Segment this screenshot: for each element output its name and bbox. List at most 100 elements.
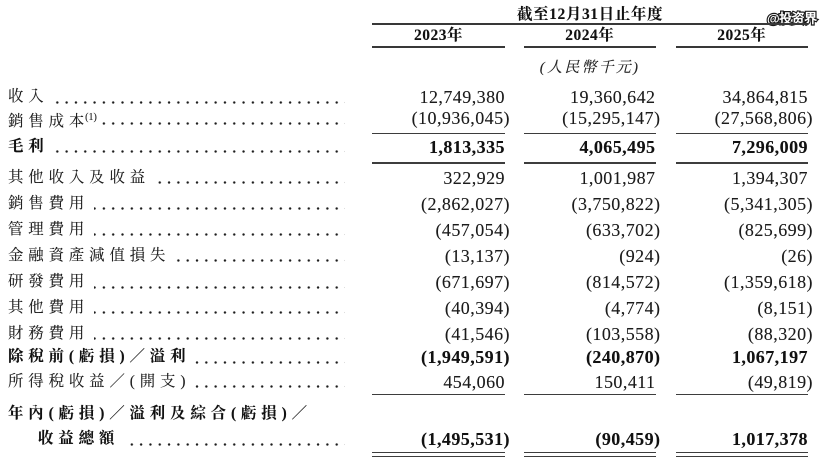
row-label: 所得稅收益／(開支) bbox=[8, 370, 196, 393]
cell-2024: (3,750,822) bbox=[571, 193, 661, 214]
column-header-2025: 2025年 bbox=[717, 27, 767, 44]
cell-2025: (49,819) bbox=[747, 371, 813, 392]
table-row: 銷售費用 (2,862,027) (3,750,822) (5,341,305) bbox=[0, 192, 831, 215]
table-row: 收入 12,749,380 19,360,642 34,864,815 bbox=[0, 86, 831, 108]
cell-2025: 1,394,307 bbox=[731, 167, 808, 188]
cell-2024: (633,702) bbox=[585, 219, 661, 240]
cell-2025: 34,864,815 bbox=[722, 87, 808, 107]
total-double-rule bbox=[523, 455, 656, 458]
cell-2024: (15,295,147) bbox=[562, 108, 661, 128]
cell-2023: (41,546) bbox=[444, 323, 510, 344]
dot-leader bbox=[8, 121, 345, 125]
table-row: 所得稅收益／(開支) 454,060 150,411 (49,819) bbox=[0, 370, 831, 393]
cell-2024: (240,870) bbox=[585, 347, 661, 367]
row-label: 財務費用 bbox=[8, 322, 95, 345]
cell-2023: (1,949,591) bbox=[421, 347, 510, 367]
footnote-marker: (1) bbox=[85, 112, 97, 123]
cell-2024: (814,572) bbox=[585, 272, 661, 292]
subtotal-rule bbox=[676, 132, 808, 135]
total-double-rule bbox=[372, 451, 505, 454]
dot-leader bbox=[8, 207, 345, 210]
cell-2025: 7,296,009 bbox=[731, 136, 808, 157]
column-header-2024: 2024年 bbox=[565, 27, 615, 44]
column-rule-2025 bbox=[676, 45, 808, 48]
cell-2025: (5,341,305) bbox=[724, 193, 813, 214]
row-label: 其他收入及收益 bbox=[8, 166, 156, 189]
cell-2024: (90,459) bbox=[595, 429, 661, 449]
cell-2023: (1,495,531) bbox=[421, 429, 510, 449]
row-label: 研發費用 bbox=[8, 271, 95, 293]
cell-2025: (26) bbox=[781, 245, 813, 266]
cell-2025: (88,320) bbox=[747, 323, 813, 344]
column-rule-2023 bbox=[372, 45, 505, 48]
dot-leader bbox=[8, 100, 345, 104]
currency-unit-note: (人民幣千元) bbox=[539, 60, 641, 76]
total-double-rule bbox=[676, 451, 808, 454]
cell-2025: (825,699) bbox=[738, 219, 813, 240]
cell-2023: 322,929 bbox=[443, 167, 505, 188]
table-row: 金融資產減值損失 (13,137) (924) (26) bbox=[0, 244, 831, 267]
row-label: 管理費用 bbox=[8, 218, 95, 241]
column-rule-2024 bbox=[523, 45, 656, 48]
row-label: 銷售成本(1) bbox=[8, 107, 102, 133]
total-double-rule bbox=[523, 451, 656, 454]
cell-2025: 1,017,378 bbox=[731, 429, 808, 449]
row-label: 收入 bbox=[8, 86, 54, 108]
dot-leader bbox=[8, 233, 345, 236]
table-row: 財務費用 (41,546) (103,558) (88,320) bbox=[0, 322, 831, 345]
watermark: @投资界 @投资界 bbox=[766, 10, 819, 26]
table-row: 其他費用 (40,394) (4,774) (8,151) bbox=[0, 296, 831, 319]
dot-leader bbox=[38, 442, 345, 446]
row-label: 其他費用 bbox=[8, 296, 95, 319]
total-double-rule bbox=[372, 455, 505, 458]
cell-2023: (457,054) bbox=[435, 219, 510, 240]
subtotal-rule bbox=[523, 132, 656, 135]
subtotal-rule bbox=[676, 393, 808, 396]
row-label: 除稅前(虧損)／溢利 bbox=[8, 346, 196, 368]
table-row-label-line1: 年內(虧損)／溢利及綜合(虧損)／ bbox=[0, 403, 831, 425]
subtotal-rule bbox=[676, 162, 808, 164]
cell-2023: (10,936,045) bbox=[411, 108, 510, 128]
row-label: 年內(虧損)／溢利及綜合(虧損)／ bbox=[8, 403, 317, 425]
cell-2023: 12,749,380 bbox=[419, 87, 505, 107]
cell-2024: 150,411 bbox=[594, 371, 656, 392]
row-label: 銷售費用 bbox=[8, 192, 95, 215]
row-label: 金融資產減值損失 bbox=[8, 244, 176, 267]
table-row: 毛利 1,813,335 4,065,495 7,296,009 bbox=[0, 135, 831, 158]
cell-2023: 1,813,335 bbox=[428, 136, 505, 157]
dot-leader bbox=[8, 150, 345, 153]
cell-2025: (8,151) bbox=[757, 297, 813, 318]
table-row: 管理費用 (457,054) (633,702) (825,699) bbox=[0, 218, 831, 241]
total-double-rule bbox=[676, 455, 808, 458]
dot-leader bbox=[8, 311, 345, 314]
subtotal-rule bbox=[372, 162, 505, 164]
table-row: 銷售成本(1) (10,936,045) (15,295,147) (27,568,8… bbox=[0, 107, 831, 133]
cell-2024: 19,360,642 bbox=[570, 87, 656, 107]
row-label: 收益總額 bbox=[38, 428, 125, 450]
column-header-2023: 2023年 bbox=[413, 27, 463, 44]
row-label: 毛利 bbox=[8, 135, 54, 158]
header-rule bbox=[372, 23, 808, 25]
cell-2023: (2,862,027) bbox=[421, 193, 510, 214]
cell-2025: 1,067,197 bbox=[731, 347, 808, 367]
cell-2023: (13,137) bbox=[444, 245, 510, 266]
cell-2024: 1,001,987 bbox=[579, 167, 656, 188]
cell-2023: 454,060 bbox=[443, 371, 505, 392]
table-row: 收益總額 (1,495,531) (90,459) 1,017,378 bbox=[0, 428, 831, 450]
cell-2023: (671,697) bbox=[435, 272, 510, 292]
cell-2024: (103,558) bbox=[585, 323, 661, 344]
subtotal-rule bbox=[372, 132, 505, 135]
cell-2025: (1,359,618) bbox=[724, 272, 813, 292]
watermark-outline: @投资界 bbox=[766, 10, 819, 26]
dot-leader bbox=[8, 337, 345, 340]
dot-leader bbox=[8, 259, 345, 262]
cell-2023: (40,394) bbox=[444, 297, 510, 318]
cell-2024: (924) bbox=[619, 245, 661, 266]
subtotal-rule bbox=[372, 393, 505, 396]
cell-2024: 4,065,495 bbox=[579, 136, 656, 157]
dot-leader bbox=[8, 285, 345, 289]
subtotal-rule bbox=[523, 393, 656, 396]
table-row: 研發費用 (671,697) (814,572) (1,359,618) bbox=[0, 271, 831, 293]
cell-2024: (4,774) bbox=[604, 297, 661, 318]
